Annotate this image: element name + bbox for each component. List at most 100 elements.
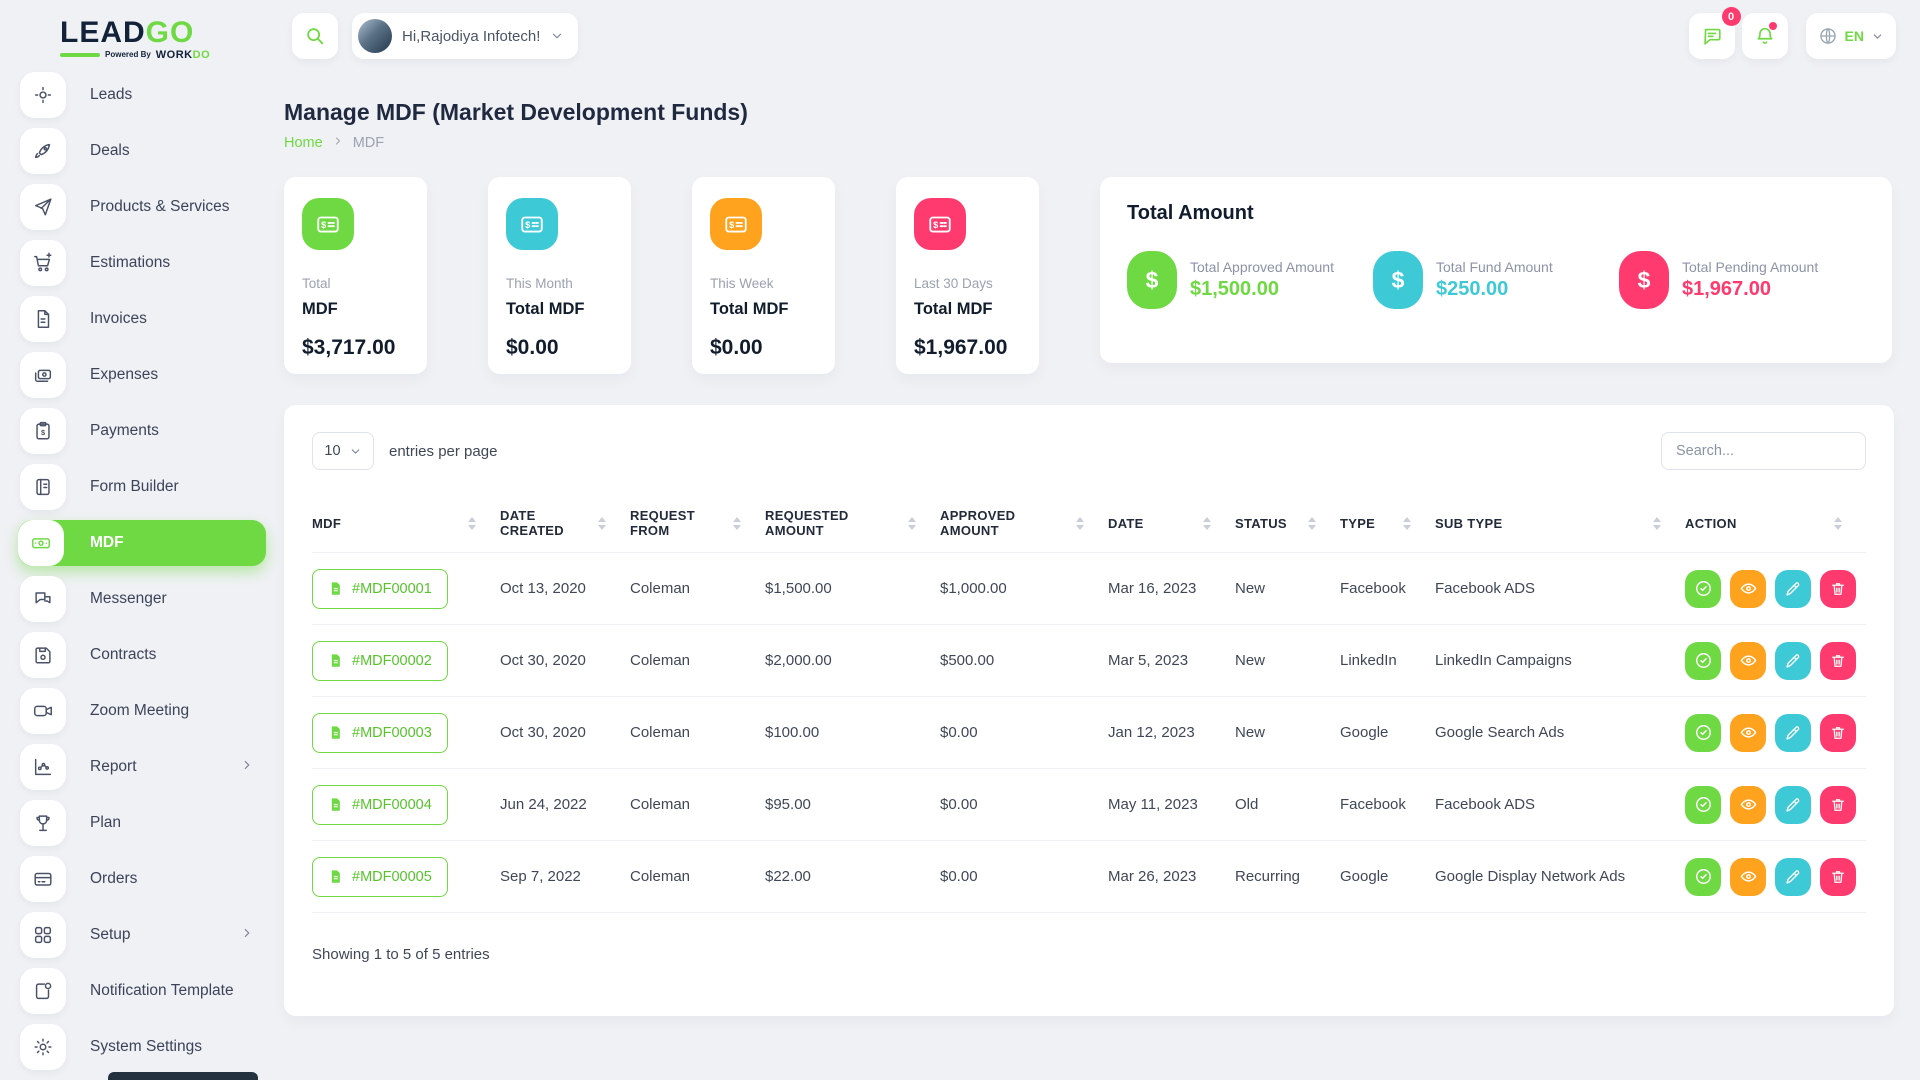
- sidebar-item-messenger[interactable]: Messenger: [18, 576, 266, 622]
- sort-icon: [598, 516, 606, 530]
- sort-icon: [1834, 516, 1842, 530]
- credit-card-icon: [20, 856, 66, 902]
- table-summary: Showing 1 to 5 of 5 entries: [312, 946, 490, 963]
- topbar-actions: 0 EN: [1688, 7, 1920, 59]
- delete-button[interactable]: [1820, 713, 1856, 752]
- approve-button[interactable]: [1685, 641, 1721, 680]
- sidebar-item-orders[interactable]: Orders: [18, 856, 266, 902]
- floppy-icon: [20, 632, 66, 678]
- document-icon: [331, 654, 340, 667]
- view-button[interactable]: [1730, 641, 1766, 680]
- col-date-created[interactable]: DATE CREATED: [500, 494, 630, 553]
- document-icon: [331, 798, 340, 811]
- delete-button[interactable]: [1820, 641, 1856, 680]
- table-row: #MDF00003 Oct 30, 2020 Coleman $100.00 $…: [312, 696, 1866, 769]
- sidebar-item-plan[interactable]: Plan: [18, 800, 266, 846]
- sidebar-item-leads[interactable]: Leads: [18, 72, 266, 118]
- sidebar-item-zoom-meeting[interactable]: Zoom Meeting: [18, 688, 266, 734]
- sidebar: Leads Deals Products & Services Estimati…: [0, 72, 284, 1080]
- edit-button[interactable]: [1775, 785, 1811, 824]
- edit-button[interactable]: [1775, 569, 1811, 608]
- sidebar-item-invoices[interactable]: Invoices: [18, 296, 266, 342]
- sidebar-item-form-builder[interactable]: Form Builder: [18, 464, 266, 510]
- sidebar-item-system-settings[interactable]: System Settings: [18, 1024, 266, 1070]
- chevron-down-icon: [1873, 33, 1882, 39]
- edit-button[interactable]: [1775, 857, 1811, 896]
- col-sub-type[interactable]: SUB TYPE: [1435, 494, 1685, 553]
- trash-icon: [1832, 798, 1844, 811]
- svg-text:$: $: [525, 220, 530, 230]
- total-fund-amount: $ Total Fund Amount $250.00: [1373, 251, 1619, 309]
- eye-icon: [1740, 871, 1756, 882]
- sidebar-item-products-services[interactable]: Products & Services: [18, 184, 266, 230]
- col-approved-amount[interactable]: APPROVED AMOUNT: [940, 494, 1108, 553]
- view-button[interactable]: [1730, 569, 1766, 608]
- sidebar-item-notification-template[interactable]: Notification Template: [18, 968, 266, 1014]
- approve-button[interactable]: [1685, 785, 1721, 824]
- edit-button[interactable]: [1775, 641, 1811, 680]
- col-mdf[interactable]: MDF: [312, 494, 500, 553]
- edit-button[interactable]: [1775, 713, 1811, 752]
- check-circle-icon: [1695, 725, 1711, 740]
- user-menu[interactable]: Hi,Rajodiya Infotech!: [352, 13, 579, 59]
- mdf-link[interactable]: #MDF00003: [312, 712, 448, 753]
- partial-element: [108, 1072, 258, 1080]
- svg-text:$: $: [41, 428, 45, 437]
- col-request-from[interactable]: REQUEST FROM: [630, 494, 765, 553]
- entries-per-page-label: entries per page: [389, 442, 498, 460]
- sidebar-item-expenses[interactable]: Expenses: [18, 352, 266, 398]
- table-search-input[interactable]: [1661, 432, 1866, 470]
- logo-text: LEADGO: [60, 15, 195, 49]
- sidebar-item-payments[interactable]: $ Payments: [18, 408, 266, 454]
- col-date[interactable]: DATE: [1108, 494, 1235, 553]
- clipboard-dollar-icon: $: [20, 408, 66, 454]
- sort-icon: [1076, 516, 1084, 530]
- svg-text:$: $: [933, 220, 938, 230]
- col-action[interactable]: ACTION: [1685, 494, 1866, 553]
- page-size-select[interactable]: 10: [312, 432, 374, 470]
- col-status[interactable]: STATUS: [1235, 494, 1340, 553]
- main-content: Manage MDF (Market Development Funds) Ho…: [284, 72, 1894, 1016]
- svg-text:$: $: [321, 220, 326, 230]
- sidebar-item-contracts[interactable]: Contracts: [18, 632, 266, 678]
- mdf-link[interactable]: #MDF00002: [312, 640, 448, 681]
- total-approved-amount: $ Total Approved Amount $1,500.00: [1127, 251, 1373, 309]
- dollar-icon: $: [1373, 251, 1423, 309]
- col-requested-amount[interactable]: REQUESTED AMOUNT: [765, 494, 940, 553]
- delete-button[interactable]: [1820, 857, 1856, 896]
- stat-card-this-week: $ This Week Total MDF $0.00: [692, 177, 835, 374]
- check-circle-icon: [1695, 581, 1711, 596]
- breadcrumb-home[interactable]: Home: [284, 135, 323, 151]
- mdf-link[interactable]: #MDF00001: [312, 568, 448, 609]
- approve-button[interactable]: [1685, 569, 1721, 608]
- mdf-link[interactable]: #MDF00004: [312, 784, 448, 825]
- approve-button[interactable]: [1685, 713, 1721, 752]
- view-button[interactable]: [1730, 785, 1766, 824]
- delete-button[interactable]: [1820, 785, 1856, 824]
- money-check-icon: $: [302, 198, 354, 250]
- sidebar-item-mdf[interactable]: MDF: [18, 520, 266, 566]
- sidebar-item-deals[interactable]: Deals: [18, 128, 266, 174]
- notifications-button[interactable]: [1741, 13, 1788, 59]
- messages-button[interactable]: 0: [1688, 7, 1741, 59]
- delete-button[interactable]: [1820, 569, 1856, 608]
- stat-value: $0.00: [710, 336, 763, 359]
- view-button[interactable]: [1730, 857, 1766, 896]
- mdf-link[interactable]: #MDF00005: [312, 856, 448, 897]
- message-icon: [1703, 28, 1721, 45]
- view-button[interactable]: [1730, 713, 1766, 752]
- sidebar-item-setup[interactable]: Setup: [18, 912, 266, 958]
- approve-button[interactable]: [1685, 857, 1721, 896]
- stat-value: $0.00: [506, 336, 559, 359]
- app-logo[interactable]: LEADGO Powered By WORKDO: [0, 12, 284, 61]
- money-check-icon: $: [710, 198, 762, 250]
- trash-icon: [1832, 582, 1844, 595]
- check-circle-icon: [1695, 869, 1711, 884]
- search-button[interactable]: [292, 13, 338, 59]
- col-type[interactable]: TYPE: [1340, 494, 1435, 553]
- language-selector[interactable]: EN: [1805, 13, 1896, 59]
- sidebar-item-report[interactable]: Report: [18, 744, 266, 790]
- sidebar-item-estimations[interactable]: Estimations: [18, 240, 266, 286]
- pencil-icon: [1786, 869, 1800, 884]
- pencil-icon: [1786, 725, 1800, 740]
